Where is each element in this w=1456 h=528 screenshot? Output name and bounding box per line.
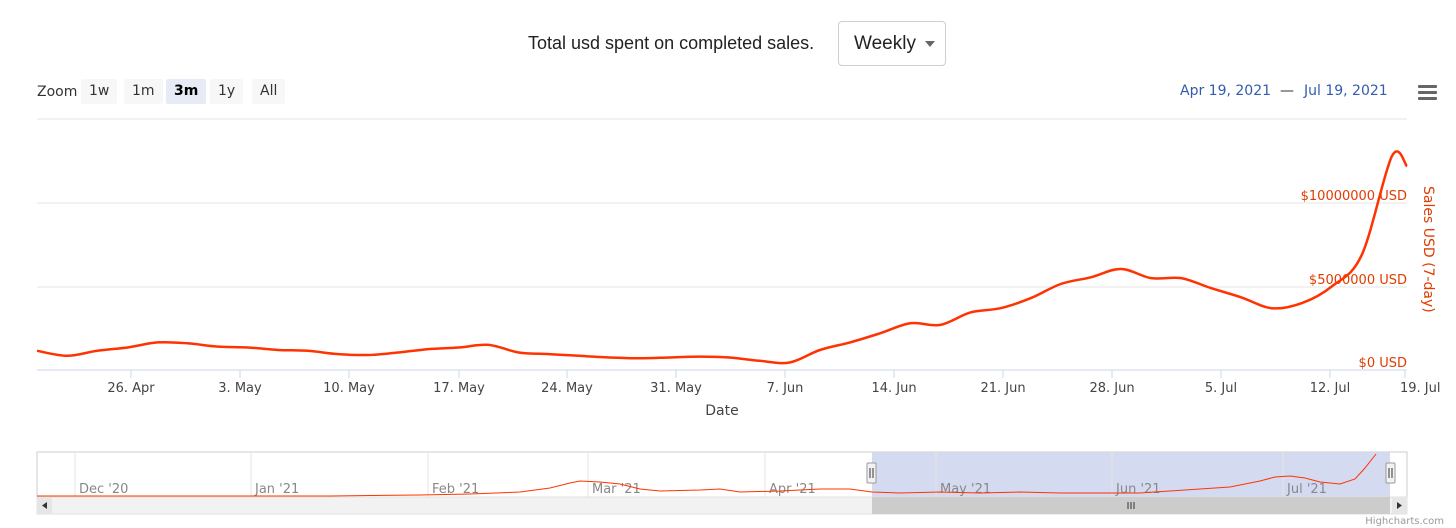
x-tick-label: 10. May	[323, 381, 375, 396]
navigator-tick-label: Jan '21	[254, 482, 299, 497]
navigator-tick-label: Apr '21	[769, 482, 816, 497]
navigator-selection-mask[interactable]	[872, 452, 1390, 497]
zoom-button-1m[interactable]: 1m	[124, 79, 163, 104]
x-tick-label: 24. May	[541, 381, 593, 396]
range-to-input[interactable]: Jul 19, 2021	[1304, 83, 1388, 99]
zoom-button-1w[interactable]: 1w	[81, 79, 118, 104]
period-select-value: Weekly	[854, 33, 916, 54]
navigator-tick-label: May '21	[940, 482, 991, 497]
y-tick-label: $5000000 USD	[1309, 273, 1407, 288]
navigator-tick-label: Mar '21	[592, 482, 641, 497]
navigator-handle-right[interactable]	[1385, 462, 1396, 484]
scrollbar[interactable]	[36, 496, 1408, 515]
hamburger-menu-icon[interactable]	[1418, 85, 1437, 101]
navigator-tick-label: Jun '21	[1115, 482, 1161, 497]
x-tick-label: 7. Jun	[767, 381, 804, 396]
x-tick-label: 14. Jun	[871, 381, 916, 396]
x-axis-title: Date	[705, 403, 738, 419]
navigator: Dec '20 Jan '21 Feb '21 Mar '21 Apr '21 …	[36, 451, 1408, 498]
x-tick-label: 19. Jul	[1400, 381, 1441, 396]
zoom-button-3m[interactable]: 3m	[166, 79, 207, 104]
x-tick-label: 17. May	[433, 381, 485, 396]
navigator-tick-label: Feb '21	[432, 482, 479, 497]
arrow-left-icon	[42, 502, 47, 509]
y-tick-label: $0 USD	[1359, 356, 1407, 371]
x-tick-label: 26. Apr	[107, 381, 155, 396]
x-tick-label: 3. May	[218, 381, 262, 396]
navigator-series-line	[37, 453, 1377, 497]
x-tick-label: 12. Jul	[1310, 381, 1351, 396]
credits-link[interactable]: Highcharts.com	[1365, 516, 1444, 527]
x-tick-label: 31. May	[650, 381, 702, 396]
y-tick-label: $10000000 USD	[1301, 189, 1407, 204]
zoom-button-1y[interactable]: 1y	[210, 79, 244, 104]
chevron-down-icon	[925, 41, 935, 47]
x-tick-label: 5. Jul	[1205, 381, 1237, 396]
navigator-tick-label: Jul '21	[1286, 482, 1327, 497]
x-tick-label: 28. Jun	[1089, 381, 1134, 396]
gridlines	[37, 118, 1407, 371]
navigator-handle-left[interactable]	[866, 462, 877, 484]
period-select[interactable]: Weekly	[838, 21, 946, 66]
navigator-tick-label: Dec '20	[79, 482, 128, 497]
series-line	[36, 150, 1409, 365]
arrow-right-icon	[1397, 502, 1402, 509]
zoom-label: Zoom	[37, 84, 78, 100]
range-separator: —	[1280, 83, 1294, 99]
x-ticks	[130, 370, 1406, 378]
chart-title: Total usd spent on completed sales.	[528, 33, 815, 53]
y-axis-title: Sales USD (7-day)	[1420, 186, 1436, 313]
x-tick-label: 21. Jun	[980, 381, 1025, 396]
zoom-button-all[interactable]: All	[252, 79, 286, 104]
range-from-input[interactable]: Apr 19, 2021	[1180, 83, 1272, 99]
